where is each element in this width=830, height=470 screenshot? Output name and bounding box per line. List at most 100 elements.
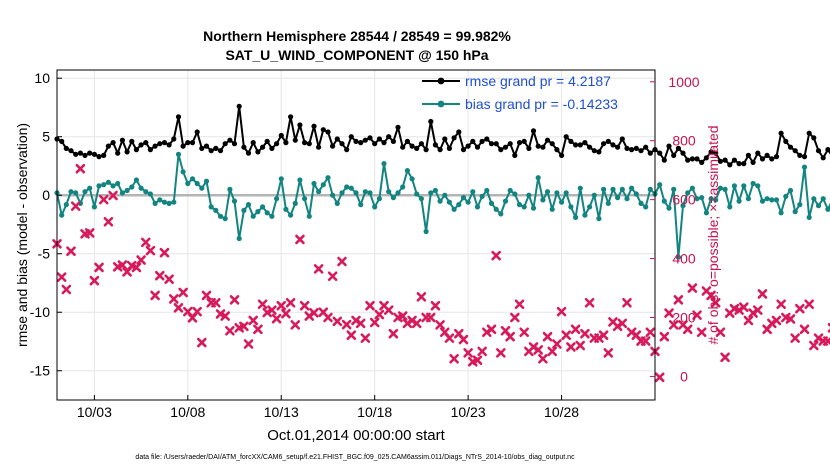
bias-point	[685, 190, 691, 196]
rmse-point	[245, 150, 252, 156]
bias-point	[274, 196, 280, 202]
rmse-point	[530, 128, 537, 134]
y-axis-label: rmse and bias (model - observation)	[14, 123, 30, 347]
rmse-point	[498, 147, 504, 153]
rmse-point	[119, 137, 125, 143]
series-rmse	[54, 103, 830, 168]
rmse-point	[143, 140, 149, 146]
bias-point	[769, 197, 775, 203]
bias-point	[115, 180, 121, 187]
bias-point	[189, 176, 196, 182]
rmse-point	[456, 129, 462, 135]
obs-marker	[823, 336, 830, 346]
obs-marker	[341, 319, 352, 330]
bias-point	[362, 189, 368, 195]
rmse-point	[717, 158, 724, 164]
bias-point	[451, 206, 457, 212]
rmse-point	[297, 122, 303, 128]
legend-rmse-marker	[437, 77, 445, 85]
rmse-point	[255, 149, 261, 155]
obs-marker	[519, 327, 529, 338]
bias-point	[423, 228, 429, 235]
obs-marker	[416, 292, 427, 302]
rmse-point	[208, 148, 214, 154]
rmse-point	[161, 140, 168, 146]
rmse-point	[390, 138, 396, 144]
bias-point	[339, 190, 345, 196]
rmse-point	[362, 137, 368, 143]
y2-ticks: 0 200 400 600 800 1000	[650, 74, 700, 384]
obs-marker	[220, 311, 230, 321]
rmse-point	[708, 149, 714, 155]
obs-marker	[552, 339, 562, 349]
bias-point	[502, 198, 509, 204]
rmse-point	[175, 114, 182, 120]
bias-point	[283, 206, 289, 212]
rmse-point	[647, 150, 653, 156]
obs-marker	[337, 256, 347, 267]
rmse-point	[484, 136, 490, 142]
obs-marker	[776, 299, 786, 310]
rmse-point	[138, 142, 144, 148]
rmse-point	[278, 132, 284, 139]
obs-marker	[397, 311, 408, 321]
bias-point	[629, 185, 635, 191]
bias-point	[783, 193, 789, 199]
bias-point	[516, 202, 523, 208]
rmse-point	[222, 141, 228, 147]
y2-tick-label: 0	[680, 368, 688, 384]
obs-marker	[556, 306, 567, 317]
y2-tick-label: 400	[672, 251, 696, 267]
bias-point	[507, 187, 513, 194]
rmse-point	[105, 143, 111, 149]
rmse-point	[189, 140, 196, 146]
obs-marker	[673, 295, 684, 305]
bias-point	[582, 212, 588, 218]
rmse-point	[199, 145, 205, 151]
rmse-point	[87, 150, 93, 156]
bias-point	[815, 203, 822, 209]
bias-point	[334, 200, 340, 206]
rmse-point	[203, 143, 210, 149]
bias-point	[792, 209, 798, 215]
bias-point	[498, 211, 504, 217]
rmse-point	[764, 152, 770, 158]
obs-marker	[248, 315, 259, 326]
obs-marker	[617, 318, 628, 329]
rmse-point	[512, 152, 518, 158]
rmse-point	[736, 161, 742, 167]
rmse-point	[274, 141, 280, 147]
bias-point	[647, 186, 653, 192]
rmse-point	[101, 152, 107, 158]
chart-subtitle: SAT_U_WIND_COMPONENT @ 150 hPa	[225, 47, 488, 63]
rmse-point	[404, 138, 410, 144]
bias-point	[73, 190, 79, 196]
rmse-point	[787, 144, 794, 150]
obs-marker	[720, 352, 730, 363]
bias-point	[105, 179, 111, 185]
rmse-point	[811, 135, 817, 141]
x-tick-label: 10/13	[264, 404, 299, 420]
rmse-point	[474, 144, 481, 150]
bias-point	[222, 216, 228, 222]
rmse-point	[418, 141, 424, 147]
bias-point	[442, 192, 448, 198]
bias-point	[199, 185, 205, 191]
rmse-point	[348, 134, 354, 140]
rmse-point	[185, 140, 191, 146]
rmse-point	[577, 142, 583, 148]
bias-point	[605, 200, 611, 206]
rmse-point	[615, 144, 621, 150]
obs-marker	[257, 299, 268, 310]
obs-marker	[309, 307, 319, 318]
obs-marker	[743, 315, 754, 326]
bias-point	[395, 190, 401, 196]
rmse-point	[591, 148, 597, 154]
obs-marker	[154, 270, 165, 281]
bias-point	[386, 189, 392, 195]
rmse-point	[82, 152, 88, 158]
x-tick-label: 10/03	[77, 404, 112, 420]
y2-tick-label: 600	[672, 192, 696, 208]
obs-marker	[61, 284, 72, 295]
bias-point	[741, 183, 747, 189]
